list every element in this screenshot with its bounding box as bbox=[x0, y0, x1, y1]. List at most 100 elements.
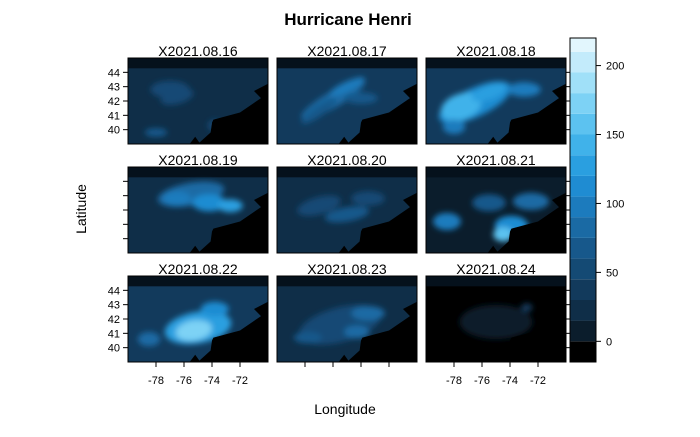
x-axis-label: Longitude bbox=[314, 401, 376, 417]
colorbar-segment bbox=[570, 175, 596, 197]
y-tick-label: 42 bbox=[108, 314, 120, 326]
heatmap-north-band bbox=[277, 58, 417, 69]
heatmap-north-band bbox=[426, 276, 566, 287]
heatmap-cell-cluster bbox=[521, 303, 533, 312]
x-tick-label: -72 bbox=[530, 375, 546, 387]
panel-X2021.08.22: X2021.08.22 bbox=[127, 261, 269, 363]
colorbar-segment bbox=[570, 300, 596, 321]
panel-title: X2021.08.22 bbox=[158, 261, 238, 277]
heatmap-cell-cluster bbox=[301, 98, 337, 124]
heatmap-cell-cluster bbox=[471, 83, 507, 102]
panel-title: X2021.08.23 bbox=[307, 261, 387, 277]
colorbar-segment bbox=[570, 51, 596, 73]
y-tick-label: 43 bbox=[108, 300, 120, 312]
colorbar-tick-label: 200 bbox=[606, 61, 624, 73]
heatmap-cell-cluster bbox=[200, 301, 229, 317]
heatmap-cell-cluster bbox=[175, 320, 212, 341]
heatmap-cell-cluster bbox=[344, 92, 378, 104]
panel-X2021.08.19: X2021.08.19 bbox=[127, 152, 269, 254]
y-tick-label: 43 bbox=[108, 82, 120, 94]
heatmap-cell-cluster bbox=[442, 119, 466, 134]
heatmap-north-band bbox=[128, 276, 268, 287]
y-tick-label: 40 bbox=[108, 343, 120, 355]
heatmap-cell-cluster bbox=[512, 192, 550, 210]
heatmap-north-band bbox=[128, 58, 268, 69]
heatmap-cell-cluster bbox=[433, 212, 461, 231]
heatmap-cell-cluster bbox=[163, 191, 191, 206]
panel-title: X2021.08.19 bbox=[158, 152, 238, 168]
panel-X2021.08.21: X2021.08.21 bbox=[425, 152, 567, 254]
y-tick-label: 41 bbox=[108, 328, 120, 340]
colorbar-tick-label: 100 bbox=[606, 198, 624, 210]
panel-frame bbox=[276, 57, 418, 145]
colorbar-segment bbox=[570, 93, 596, 114]
heatmap-cell-cluster bbox=[144, 128, 168, 137]
colorbar-segment bbox=[570, 320, 596, 342]
colorbar-segment bbox=[570, 134, 596, 156]
panels-layer: X2021.08.16 X2021.08.17 X2021.08.18 X2021.0… bbox=[127, 43, 567, 363]
heatmap-cell-cluster bbox=[160, 88, 194, 105]
heatmap-cell-cluster bbox=[472, 194, 506, 212]
colorbar-tick-label: 0 bbox=[606, 336, 612, 348]
colorbar-segment bbox=[570, 217, 596, 238]
panel-title: X2021.08.18 bbox=[456, 43, 536, 59]
axes-layer: 40 41 42 43 44 40 41 42 43 44 -78 -76 -74 -72 -78 -76 -7… bbox=[108, 67, 571, 387]
x-tick-label: -76 bbox=[474, 375, 490, 387]
y-tick-label: 44 bbox=[108, 67, 120, 79]
colorbar-segment bbox=[570, 341, 596, 362]
y-axis-label: Latitude bbox=[73, 184, 89, 234]
colorbar-segment bbox=[570, 196, 596, 218]
heatmap-cell-cluster bbox=[507, 82, 541, 97]
heatmap-cell-cluster bbox=[324, 206, 370, 223]
panel-frame bbox=[276, 166, 418, 254]
panel-title: X2021.08.24 bbox=[456, 261, 536, 277]
heatmap-cell-cluster bbox=[493, 227, 513, 242]
panel-X2021.08.20: X2021.08.20 bbox=[276, 152, 418, 254]
colorbar-segment bbox=[570, 38, 596, 52]
colorbar-segment bbox=[570, 72, 596, 94]
panel-X2021.08.24: X2021.08.24 bbox=[425, 261, 567, 363]
colorbar-segment bbox=[570, 113, 596, 135]
x-tick-label: -78 bbox=[446, 375, 462, 387]
y-tick-label: 41 bbox=[108, 110, 120, 122]
panel-title: X2021.08.21 bbox=[456, 152, 536, 168]
x-tick-label: -74 bbox=[502, 375, 518, 387]
colorbar-segment bbox=[570, 279, 596, 300]
panel-title: X2021.08.16 bbox=[158, 43, 238, 59]
panel-title: X2021.08.17 bbox=[307, 43, 387, 59]
panel-frame bbox=[276, 275, 418, 363]
heatmap-cell-cluster bbox=[351, 191, 385, 206]
colorbar-segment bbox=[570, 155, 596, 176]
heatmap-cell-cluster bbox=[293, 331, 322, 344]
colorbar-segment bbox=[570, 237, 596, 259]
panel-X2021.08.18: X2021.08.18 bbox=[425, 43, 567, 145]
panel-title: X2021.08.20 bbox=[307, 152, 387, 168]
heatmap-cell-cluster bbox=[344, 325, 370, 339]
x-tick-label: -72 bbox=[232, 375, 248, 387]
y-tick-label: 44 bbox=[108, 285, 120, 297]
panel-X2021.08.17: X2021.08.17 bbox=[276, 43, 418, 145]
panel-X2021.08.23: X2021.08.23 bbox=[276, 261, 418, 363]
chart-title: Hurricane Henri bbox=[284, 10, 412, 29]
x-tick-label: -74 bbox=[204, 375, 220, 387]
heatmap-cell-cluster bbox=[459, 304, 533, 340]
colorbar-frame bbox=[569, 37, 597, 363]
heatmap-north-band bbox=[426, 58, 566, 69]
colorbar: 0 50 100 150 200 bbox=[569, 37, 624, 363]
colorbar-tick-label: 50 bbox=[606, 267, 618, 279]
heatmap-cell-cluster bbox=[137, 331, 161, 347]
heatmap-cell-cluster bbox=[440, 92, 482, 121]
heatmap-cell-cluster bbox=[192, 194, 226, 212]
heatmap-north-band bbox=[128, 167, 268, 178]
heatmap-north-band bbox=[426, 167, 566, 178]
heatmap-north-band bbox=[277, 167, 417, 178]
heatmap-cell-cluster bbox=[297, 195, 341, 216]
heatmap-cell-cluster bbox=[329, 77, 365, 97]
x-tick-label: -78 bbox=[148, 375, 164, 387]
panel-X2021.08.16: X2021.08.16 bbox=[127, 43, 269, 145]
y-tick-label: 40 bbox=[108, 125, 120, 137]
heatmap-north-band bbox=[277, 276, 417, 287]
heatmap-cell-cluster bbox=[351, 306, 385, 321]
